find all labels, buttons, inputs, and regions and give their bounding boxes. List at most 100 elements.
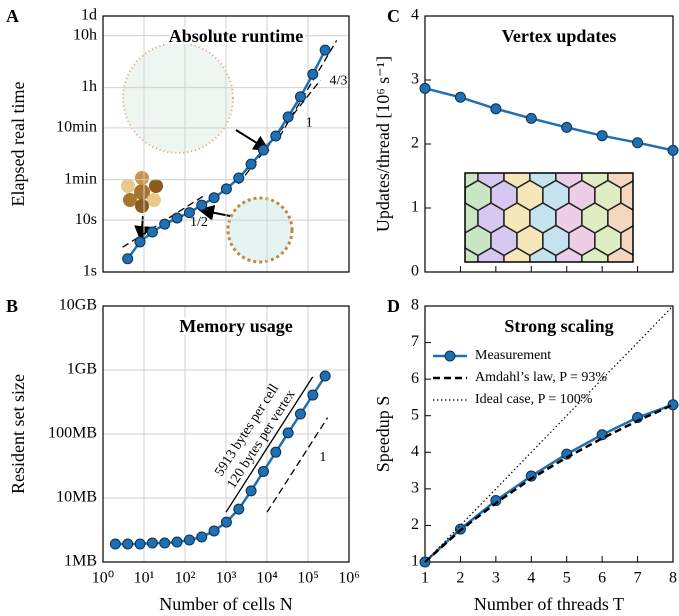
- chart-title: Vertex updates: [502, 26, 617, 46]
- slope-label: 1: [306, 116, 313, 131]
- chart-title: Memory usage: [179, 316, 292, 336]
- x-tick-label: 8: [669, 570, 677, 587]
- data-point: [667, 399, 679, 411]
- y-tick-label: 3: [411, 71, 419, 88]
- reference-line: [266, 417, 329, 513]
- data-point: [196, 531, 208, 543]
- data-point: [525, 112, 537, 124]
- hexagon-inset: [426, 136, 633, 262]
- data-point: [122, 253, 134, 265]
- data-point: [596, 429, 608, 441]
- x-axis-label: Number of cells N: [159, 594, 292, 614]
- tissue-inset: [122, 42, 234, 154]
- data-point: [220, 183, 232, 195]
- data-point: [596, 130, 608, 142]
- data-point: [257, 465, 269, 477]
- hexagon: [607, 247, 633, 262]
- y-tick-label: 4: [411, 7, 419, 24]
- y-tick-label: 10h: [73, 26, 97, 43]
- data-point: [561, 121, 573, 133]
- hexagon: [503, 247, 531, 262]
- data-point: [134, 538, 146, 550]
- x-axis-label: Number of threads T: [474, 594, 624, 614]
- data-point: [294, 408, 306, 420]
- slope-label: 4/3: [329, 74, 347, 89]
- y-tick-label: 1h: [81, 78, 97, 95]
- y-tick-label: 10s: [75, 211, 97, 228]
- x-tick-label: 3: [492, 570, 500, 587]
- y-tick-label: 10MB: [56, 489, 97, 506]
- x-tick-label: 2: [456, 570, 464, 587]
- data-point: [183, 534, 195, 546]
- hexagon: [491, 136, 517, 166]
- chart-title: Strong scaling: [504, 316, 613, 336]
- hexagon: [426, 158, 452, 188]
- hexagon: [543, 136, 569, 166]
- data-point: [319, 370, 331, 382]
- data-point: [282, 111, 294, 123]
- y-tick-label: 7: [411, 333, 419, 350]
- small-tissue-inset: [121, 171, 163, 213]
- reference-line: [225, 376, 314, 513]
- plot-frame: [424, 15, 674, 273]
- y-tick-label: 4: [411, 443, 419, 460]
- hexagon: [620, 225, 633, 256]
- x-tick-label: 10³: [216, 570, 237, 587]
- legend-marker: [444, 350, 456, 362]
- x-tick-label: 10⁰: [92, 570, 114, 587]
- hexagon: [517, 136, 543, 166]
- reference-line: [278, 40, 338, 138]
- panel-label: C: [387, 6, 400, 26]
- hexagon-inset-frame: [464, 172, 634, 263]
- data-point: [319, 44, 331, 56]
- series-line: [424, 87, 674, 152]
- data-point: [632, 137, 644, 149]
- y-axis-label: Elapsed real time: [8, 82, 28, 207]
- data-point: [419, 82, 431, 94]
- x-tick-label: 10⁴: [256, 570, 278, 587]
- data-point: [134, 236, 146, 248]
- y-tick-label: 1d: [81, 7, 97, 24]
- data-point: [183, 207, 195, 219]
- panel-label: A: [6, 6, 19, 26]
- data-point: [667, 144, 679, 156]
- arrow: [134, 215, 151, 242]
- plot-frame: [102, 305, 350, 563]
- y-tick-label: 1: [411, 199, 419, 216]
- y-tick-label: 1: [411, 553, 419, 570]
- y-axis-label: Speedup S: [373, 396, 393, 473]
- legend-label: Ideal case, P = 100%: [475, 392, 593, 407]
- data-point: [208, 192, 220, 204]
- data-point: [294, 91, 306, 103]
- arrow: [198, 204, 231, 221]
- series-line: [424, 305, 674, 563]
- hexagon: [477, 247, 505, 262]
- hexagon: [439, 136, 465, 166]
- data-point: [282, 427, 294, 439]
- x-tick-label: 1: [421, 570, 429, 587]
- slope-label: 1: [319, 450, 326, 465]
- hexagon: [465, 173, 479, 189]
- panel-label: B: [6, 296, 18, 316]
- y-tick-label: 1MB: [64, 553, 97, 570]
- y-tick-label: 100MB: [48, 425, 97, 442]
- data-point: [270, 130, 282, 142]
- data-point: [257, 144, 269, 156]
- x-tick-label: 10⁶: [338, 570, 360, 587]
- plot-frame: [424, 305, 674, 563]
- data-point: [171, 212, 183, 224]
- y-axis-label: Resident set size: [8, 374, 28, 494]
- y-tick-label: 2: [411, 135, 419, 152]
- legend-label: Measurement: [475, 348, 551, 363]
- x-tick-label: 10¹: [134, 570, 155, 587]
- x-tick-label: 10⁵: [297, 570, 319, 587]
- y-tick-label: 3: [411, 480, 419, 497]
- data-point: [159, 218, 171, 230]
- chart-title: Absolute runtime: [169, 26, 304, 46]
- hexagon: [529, 247, 557, 262]
- slope-label: 1/2: [190, 215, 208, 230]
- data-point: [109, 538, 121, 550]
- data-point: [307, 68, 319, 80]
- data-point: [159, 537, 171, 549]
